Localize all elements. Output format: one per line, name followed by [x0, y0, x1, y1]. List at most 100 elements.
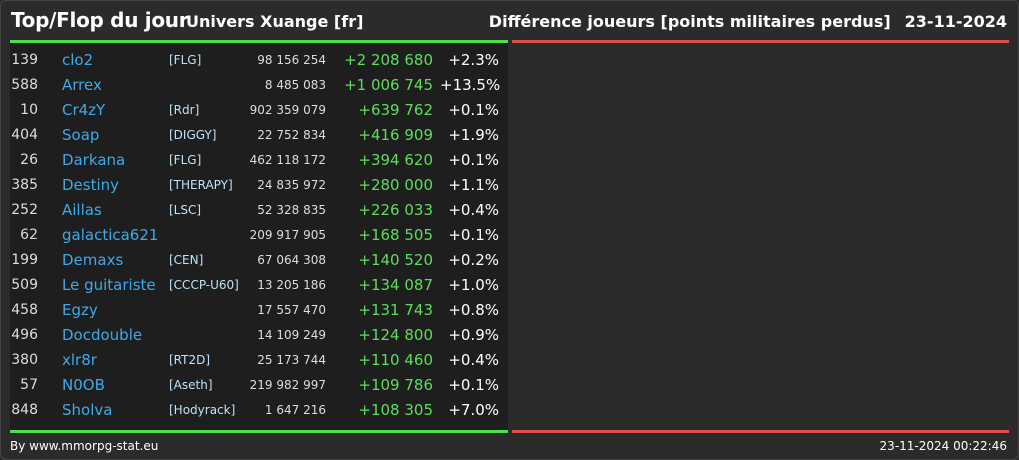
points-difference: +109 786: [358, 376, 433, 394]
points-difference: +140 520: [358, 251, 433, 269]
points-difference: +226 033: [358, 201, 433, 219]
player-points: 24 835 972: [257, 178, 326, 192]
percent-change: +13.5%: [440, 76, 501, 94]
player-rank: 385: [11, 177, 38, 193]
player-rank: 458: [11, 302, 38, 318]
alliance-tag-link[interactable]: [LSC]: [169, 203, 202, 217]
player-points: 13 205 186: [257, 278, 326, 292]
top-panel-bottom-bar: [10, 430, 508, 433]
player-name-link[interactable]: Cr4zY: [62, 101, 106, 119]
percent-change: +0.1%: [448, 226, 499, 244]
footer-timestamp: 23-11-2024 00:22:46: [879, 439, 1007, 453]
player-points: 98 156 254: [257, 53, 326, 67]
alliance-tag-link[interactable]: [DIGGY]: [169, 128, 217, 142]
table-row: 199 Demaxs [CEN] 67 064 308 +140 520 +0.2%: [10, 247, 508, 272]
footer-credit: By www.mmorpg-stat.eu: [10, 439, 159, 453]
player-points: 1 647 216: [264, 403, 326, 417]
points-difference: +108 305: [358, 401, 433, 419]
percent-change: +1.1%: [448, 176, 499, 194]
alliance-tag-link[interactable]: [THERAPY]: [169, 178, 233, 192]
alliance-tag-link[interactable]: [Hodyrack]: [169, 403, 236, 417]
points-difference: +2 208 680: [344, 51, 433, 69]
player-name-link[interactable]: Arrex: [62, 76, 102, 94]
points-difference: +639 762: [358, 101, 433, 119]
player-rank: 10: [20, 102, 38, 118]
points-difference: +416 909: [358, 126, 433, 144]
points-difference: +134 087: [358, 276, 433, 294]
ranking-subtitle: Différence joueurs [points militaires pe…: [488, 12, 891, 31]
player-name-link[interactable]: Egzy: [62, 301, 98, 319]
table-row: 139 clo2 [FLG] 98 156 254 +2 208 680 +2.3%: [10, 47, 508, 72]
player-rank: 62: [20, 227, 38, 243]
player-rank: 509: [11, 277, 38, 293]
player-name-link[interactable]: Sholva: [62, 401, 113, 419]
table-row: 10 Cr4zY [Rdr] 902 359 079 +639 762 +0.1%: [10, 97, 508, 122]
alliance-tag-link[interactable]: [FLG]: [169, 53, 202, 67]
player-points: 462 118 172: [249, 153, 326, 167]
player-name-link[interactable]: clo2: [62, 51, 94, 69]
player-rank: 26: [20, 152, 38, 168]
table-row: 496 Docdouble 14 109 249 +124 800 +0.9%: [10, 322, 508, 347]
player-name-link[interactable]: xlr8r: [62, 351, 97, 369]
percent-change: +0.1%: [448, 151, 499, 169]
player-points: 25 173 744: [257, 353, 326, 367]
percent-change: +7.0%: [448, 401, 499, 419]
header: Top/Flop du jour Univers Xuange [fr] Dif…: [0, 0, 1019, 40]
table-row: 848 Sholva [Hodyrack] 1 647 216 +108 305 +7.0…: [10, 397, 508, 422]
player-points: 14 109 249: [257, 328, 326, 342]
points-difference: +394 620: [358, 151, 433, 169]
alliance-tag-link[interactable]: [FLG]: [169, 153, 202, 167]
universe-label: Univers Xuange [fr]: [186, 12, 364, 31]
player-points: 67 064 308: [257, 253, 326, 267]
table-row: 404 Soap [DIGGY] 22 752 834 +416 909 +1.9%: [10, 122, 508, 147]
points-difference: +280 000: [358, 176, 433, 194]
player-name-link[interactable]: galactica621: [62, 226, 159, 244]
alliance-tag-link[interactable]: [RT2D]: [169, 353, 211, 367]
percent-change: +1.0%: [448, 276, 499, 294]
percent-change: +1.9%: [448, 126, 499, 144]
player-name-link[interactable]: Destiny: [62, 176, 120, 194]
alliance-tag-link[interactable]: [Aseth]: [169, 378, 213, 392]
table-row: 458 Egzy 17 557 470 +131 743 +0.8%: [10, 297, 508, 322]
table-row: 57 N0OB [Aseth] 219 982 997 +109 786 +0.1%: [10, 372, 508, 397]
player-rank: 380: [11, 352, 38, 368]
alliance-tag-link[interactable]: [CEN]: [169, 253, 204, 267]
player-name-link[interactable]: Darkana: [62, 151, 126, 169]
table-row: 380 xlr8r [RT2D] 25 173 744 +110 460 +0.4%: [10, 347, 508, 372]
percent-change: +0.4%: [448, 351, 499, 369]
player-rank: 199: [11, 252, 38, 268]
percent-change: +0.2%: [448, 251, 499, 269]
player-rank: 848: [11, 402, 38, 418]
percent-change: +0.1%: [448, 376, 499, 394]
percent-change: +0.1%: [448, 101, 499, 119]
table-row: 588 Arrex 8 485 083 +1 006 745 +13.5%: [10, 72, 508, 97]
player-list: 139 clo2 [FLG] 98 156 254 +2 208 680 +2.3% 588…: [10, 47, 508, 422]
player-rank: 252: [11, 202, 38, 218]
player-name-link[interactable]: Le guitariste: [62, 276, 156, 294]
points-difference: +110 460: [358, 351, 433, 369]
player-rank: 139: [11, 52, 38, 68]
player-name-link[interactable]: Aillas: [62, 201, 102, 219]
percent-change: +0.9%: [448, 326, 499, 344]
percent-change: +2.3%: [448, 51, 499, 69]
flop-panel: [512, 40, 1009, 432]
top-panel-accent-bar: [10, 40, 508, 43]
player-name-link[interactable]: Docdouble: [62, 326, 143, 344]
player-points: 22 752 834: [257, 128, 326, 142]
player-name-link[interactable]: Demaxs: [62, 251, 124, 269]
flop-panel-bottom-bar: [512, 430, 1009, 433]
player-rank: 588: [11, 77, 38, 93]
flop-panel-accent-bar: [512, 40, 1009, 43]
player-name-link[interactable]: N0OB: [62, 376, 105, 394]
ranking-title: Différence joueurs [points militaires pe…: [489, 12, 1007, 31]
player-points: 52 328 835: [257, 203, 326, 217]
alliance-tag-link[interactable]: [CCCP-U60]: [169, 278, 239, 292]
alliance-tag-link[interactable]: [Rdr]: [169, 103, 200, 117]
table-row: 62 galactica621 209 917 905 +168 505 +0.1%: [10, 222, 508, 247]
player-name-link[interactable]: Soap: [62, 126, 100, 144]
player-rank: 57: [20, 377, 38, 393]
points-difference: +131 743: [358, 301, 433, 319]
player-rank: 404: [11, 127, 38, 143]
points-difference: +124 800: [358, 326, 433, 344]
percent-change: +0.8%: [448, 301, 499, 319]
